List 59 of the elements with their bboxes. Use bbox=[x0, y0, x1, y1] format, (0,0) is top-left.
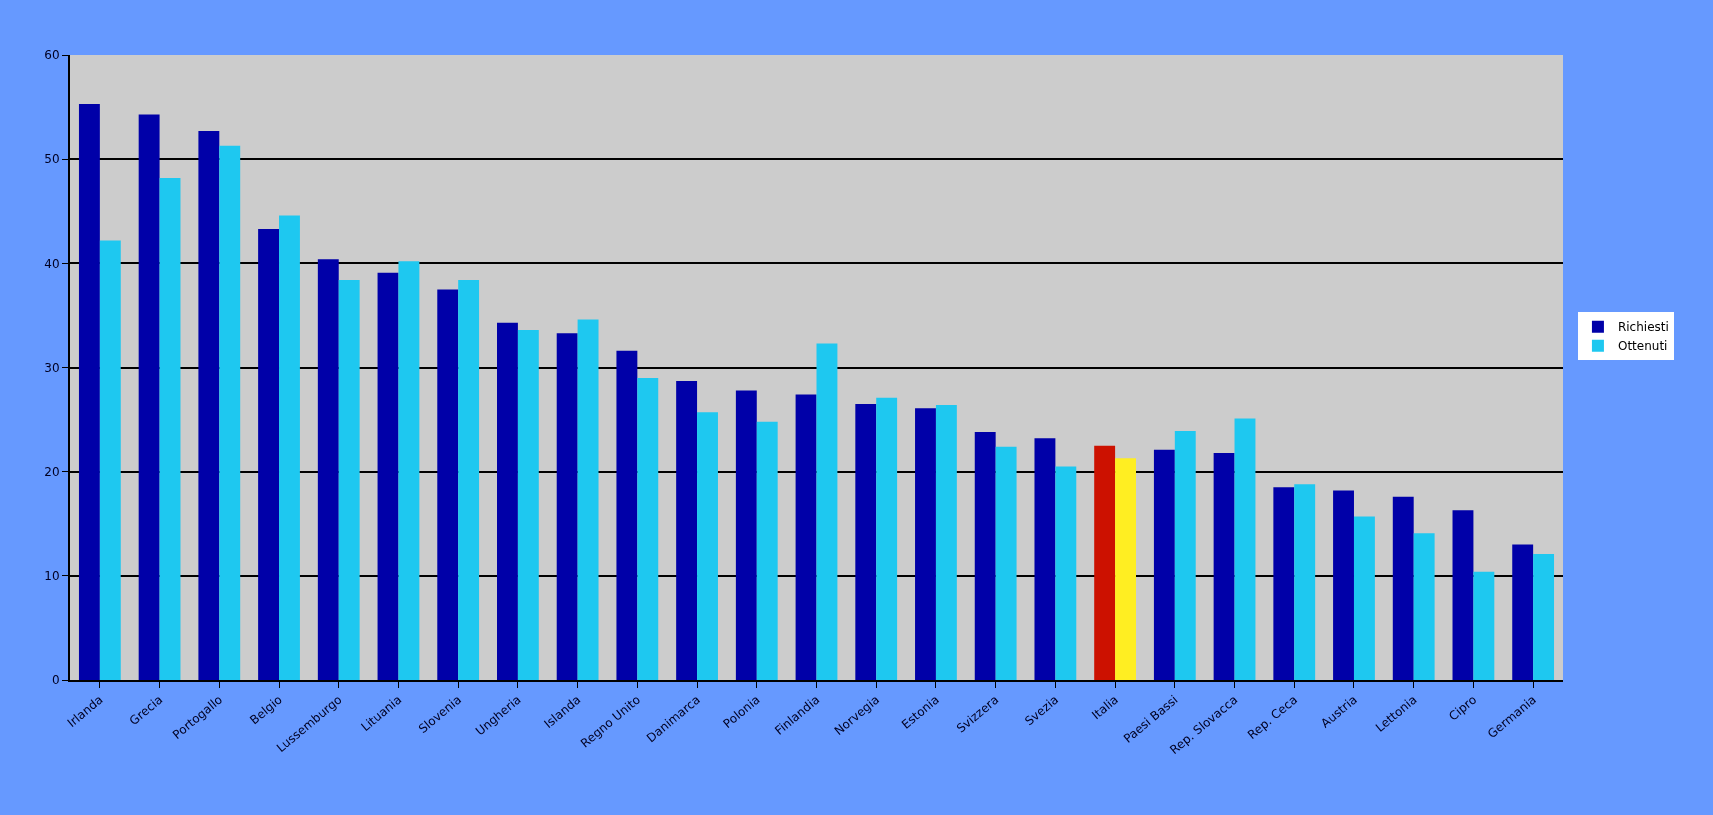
bar bbox=[1294, 484, 1316, 680]
bar bbox=[317, 259, 339, 680]
y-tick-label: 50 bbox=[44, 152, 60, 167]
bar bbox=[279, 215, 300, 680]
bar bbox=[577, 319, 599, 680]
bar bbox=[138, 114, 160, 680]
bar bbox=[637, 377, 659, 680]
bar bbox=[995, 446, 1017, 680]
bar bbox=[1473, 571, 1495, 680]
bar bbox=[1034, 438, 1056, 680]
bar bbox=[377, 272, 399, 680]
bar bbox=[219, 145, 241, 680]
bar bbox=[855, 403, 877, 680]
bar bbox=[1153, 449, 1175, 680]
bar bbox=[398, 261, 420, 680]
bar bbox=[1234, 418, 1256, 680]
bar bbox=[78, 103, 100, 680]
bar bbox=[795, 394, 817, 680]
bar bbox=[735, 390, 757, 680]
y-tick-label: 20 bbox=[44, 464, 60, 479]
bar bbox=[458, 280, 480, 680]
bar bbox=[915, 408, 936, 680]
bar bbox=[676, 381, 698, 680]
bar bbox=[876, 397, 898, 680]
bar bbox=[1333, 490, 1354, 680]
bar bbox=[697, 412, 718, 680]
bar bbox=[1055, 466, 1077, 680]
y-tick-label: 40 bbox=[44, 256, 60, 271]
bar bbox=[1392, 496, 1414, 680]
bar bbox=[974, 432, 996, 680]
bar bbox=[1273, 487, 1295, 680]
bar bbox=[497, 322, 518, 680]
bar bbox=[1413, 533, 1435, 680]
bar bbox=[1094, 445, 1116, 680]
bar bbox=[1174, 431, 1196, 680]
bar bbox=[99, 240, 121, 680]
y-tick-label: 0 bbox=[51, 673, 60, 688]
bar bbox=[198, 131, 220, 680]
bar bbox=[616, 350, 638, 680]
legend-label: Richiesti bbox=[1617, 320, 1669, 335]
bar bbox=[258, 228, 280, 680]
bar bbox=[1452, 510, 1474, 680]
bar bbox=[816, 343, 838, 680]
legend-label: Ottenuti bbox=[1617, 339, 1668, 354]
bar bbox=[756, 421, 778, 680]
bar bbox=[437, 289, 459, 680]
bar bbox=[556, 333, 578, 680]
bar bbox=[1533, 553, 1555, 680]
bar bbox=[1115, 458, 1136, 680]
y-tick-label: 30 bbox=[44, 360, 60, 375]
bar bbox=[338, 280, 360, 680]
bar bbox=[159, 177, 181, 680]
bar bbox=[935, 405, 957, 680]
bar bbox=[1213, 452, 1235, 680]
y-tick-label: 60 bbox=[44, 48, 60, 63]
y-tick-label: 10 bbox=[44, 569, 60, 584]
bar bbox=[1512, 544, 1534, 680]
bar bbox=[517, 330, 539, 680]
bar bbox=[1353, 516, 1375, 680]
